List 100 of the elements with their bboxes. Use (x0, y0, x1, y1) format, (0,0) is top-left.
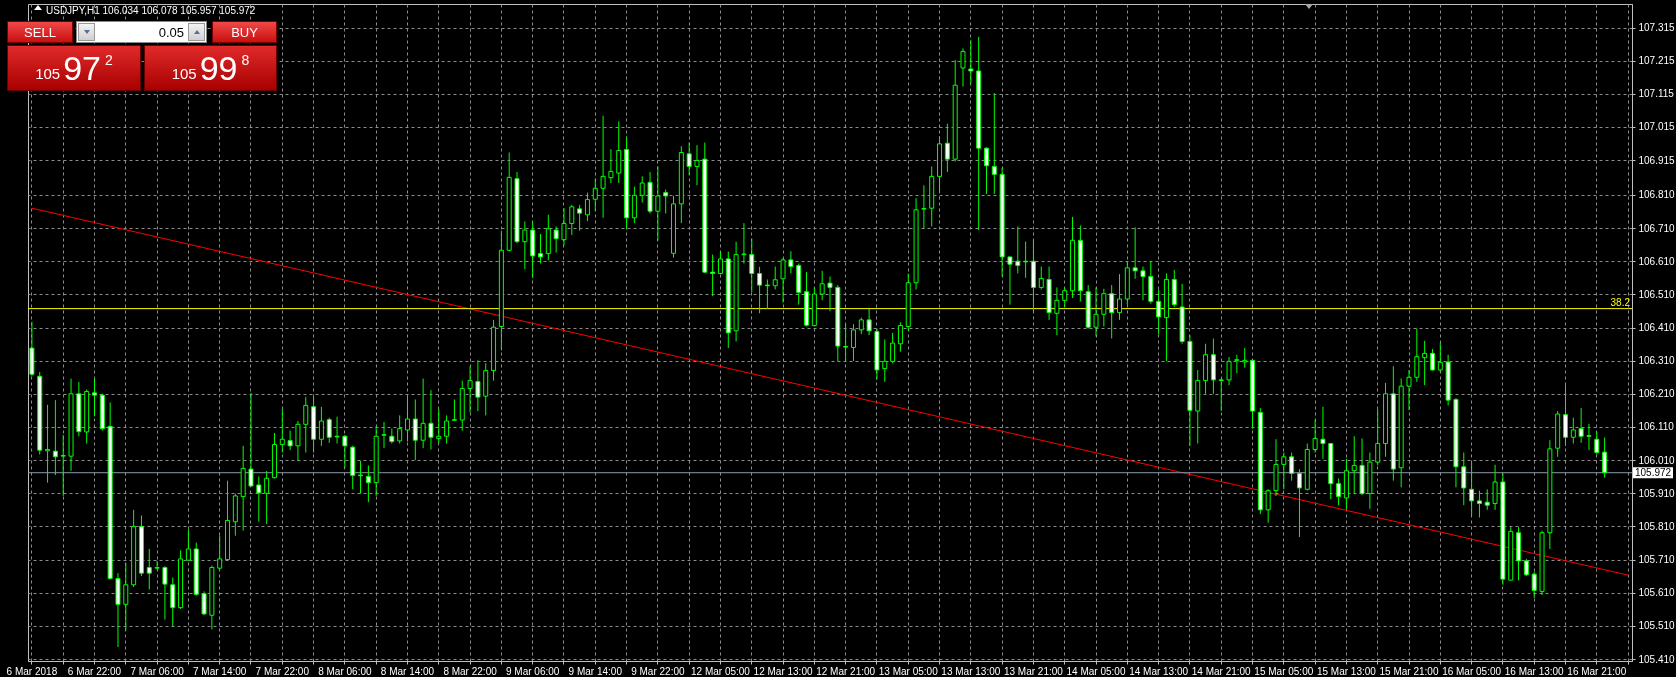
candlestick (1461, 452, 1467, 506)
candlestick (1281, 452, 1287, 490)
candlestick (1054, 286, 1060, 336)
candlestick (1265, 488, 1271, 524)
candlestick (154, 560, 160, 571)
annotation: 38.2 (1610, 296, 1631, 308)
candlestick (248, 392, 254, 488)
candlestick (1320, 406, 1326, 460)
candlestick (365, 464, 371, 503)
y-tick-label: 106.310 (1638, 355, 1676, 367)
y-tick-label: 105.410 (1638, 653, 1676, 665)
candlestick (1023, 241, 1029, 279)
candlestick (600, 115, 606, 219)
ref-line-label: 105.972 (1635, 466, 1672, 478)
candlestick (170, 576, 176, 627)
candlestick (162, 565, 168, 621)
annotation: 8 (241, 52, 250, 68)
x-tick-label: 7 Mar 14:00 (193, 665, 247, 677)
candlestick (1140, 266, 1146, 301)
candlestick (256, 475, 262, 523)
candlestick (827, 275, 833, 312)
annotation: 105 (35, 65, 61, 82)
candlestick (1289, 452, 1295, 482)
candlestick (1476, 490, 1482, 518)
candlestick (608, 148, 614, 184)
candlestick (397, 414, 403, 445)
candlestick (1007, 256, 1013, 306)
annotation: 0.05 (158, 25, 184, 40)
x-tick-label: 9 Mar 06:00 (505, 665, 560, 677)
candlestick (1109, 284, 1115, 339)
candlestick (295, 420, 301, 462)
candlestick (444, 414, 450, 445)
candlestick (404, 396, 410, 443)
annotation: 2 (105, 52, 113, 68)
candlestick (577, 204, 583, 232)
annotation: BUY (231, 24, 258, 40)
y-tick-label: 107.015 (1638, 121, 1676, 133)
candlestick (1562, 384, 1568, 447)
x-tick-label: 13 Mar 21:00 (1003, 665, 1064, 677)
candlestick (1406, 369, 1412, 411)
candlestick (475, 359, 481, 412)
candlestick (1570, 417, 1576, 445)
y-tick-label: 106.010 (1638, 454, 1676, 466)
x-tick-label: 15 Mar 21:00 (1379, 665, 1439, 677)
x-tick-label: 16 Mar 21:00 (1567, 665, 1627, 677)
candlestick (185, 529, 191, 562)
candlestick (686, 142, 692, 176)
x-tick-label: 9 Mar 22:00 (631, 665, 685, 677)
x-tick-label: 12 Mar 05:00 (690, 665, 751, 677)
candlestick (1015, 225, 1021, 274)
candlestick (1375, 408, 1381, 466)
x-tick-label: 16 Mar 13:00 (1504, 665, 1565, 677)
x-tick-label: 16 Mar 05:00 (1442, 665, 1502, 677)
candlestick (819, 270, 825, 301)
y-tick-label: 105.610 (1638, 587, 1676, 599)
y-tick-label: 107.215 (1638, 55, 1676, 67)
candlestick (655, 165, 661, 242)
candlestick (960, 47, 966, 88)
candlestick (1414, 328, 1420, 383)
candlestick (553, 225, 559, 254)
candlestick (764, 278, 770, 310)
candlestick (1156, 288, 1162, 335)
candlestick (991, 92, 997, 195)
candlestick (1132, 226, 1138, 280)
candlestick (561, 207, 567, 246)
x-tick-label: 6 Mar 22:00 (67, 665, 122, 677)
candlestick (428, 389, 434, 451)
candlestick (584, 192, 590, 222)
annotation: 97 (63, 49, 102, 87)
x-tick-label: 13 Mar 05:00 (878, 665, 939, 677)
candlestick (631, 186, 637, 224)
candlestick (843, 323, 849, 362)
candlestick (1492, 464, 1498, 511)
y-tick-label: 105.510 (1638, 620, 1676, 632)
x-tick-label: 12 Mar 13:00 (753, 665, 813, 677)
candlestick (592, 178, 598, 212)
candlestick (538, 233, 543, 265)
candlestick (467, 365, 473, 413)
annotation: 99 (199, 49, 238, 87)
candlestick (1437, 342, 1443, 373)
y-tick-label: 106.915 (1638, 154, 1676, 166)
candlestick (1062, 286, 1068, 308)
candlestick (757, 266, 763, 314)
candlestick (921, 184, 927, 230)
candlestick (279, 408, 285, 453)
chart-title: USDJPY,H1 106.034 106.078 105.957 105.972 (46, 5, 256, 16)
candlestick (303, 396, 309, 453)
candlestick (1226, 356, 1232, 386)
candlestick (772, 266, 778, 290)
annotation: SELL (24, 24, 56, 40)
x-tick-label: 14 Mar 13:00 (1129, 665, 1189, 677)
candlestick (1336, 477, 1342, 506)
candlestick (60, 434, 66, 497)
candlestick (717, 251, 723, 274)
candlestick (780, 257, 786, 304)
candlestick (1218, 378, 1224, 412)
candlestick (381, 421, 387, 449)
candlestick (358, 460, 364, 495)
candlestick (1351, 435, 1357, 495)
candlestick (1429, 348, 1435, 372)
